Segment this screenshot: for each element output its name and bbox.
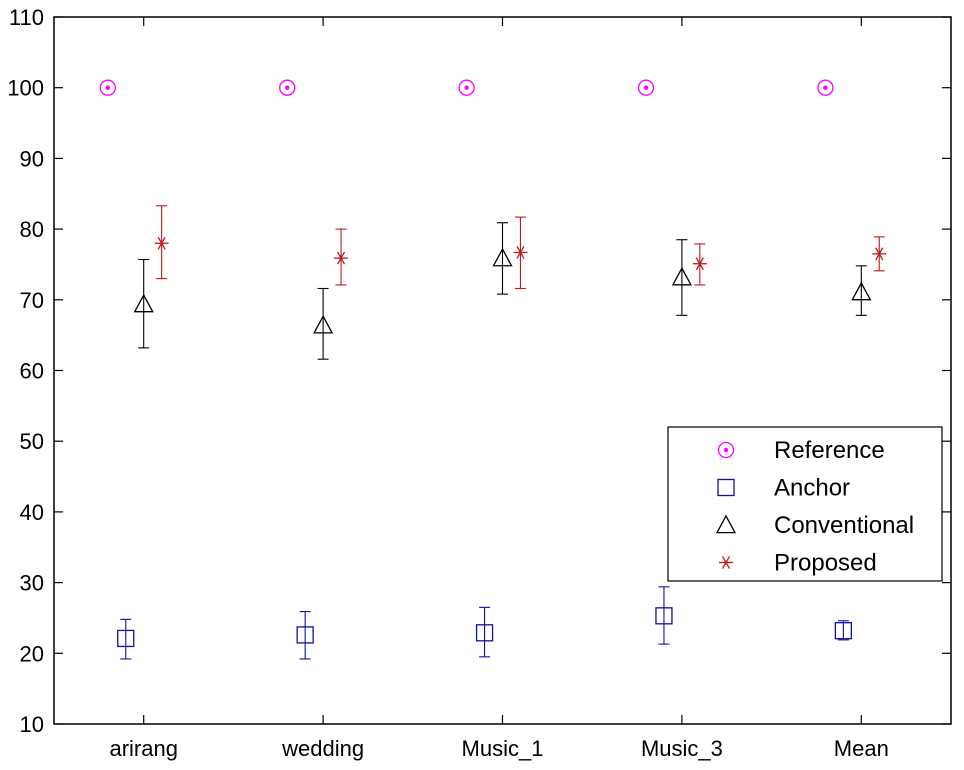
legend-label: Proposed (774, 550, 877, 577)
error-bar (855, 265, 867, 316)
legend-box (667, 426, 943, 582)
y-tick-label: 30 (20, 571, 44, 596)
error-bar (837, 620, 849, 641)
data-point (475, 624, 494, 642)
error-bar (138, 258, 150, 349)
chart-marks (99, 79, 887, 660)
data-point (834, 622, 853, 640)
data-point (458, 79, 475, 96)
data-point (671, 266, 692, 286)
series-anchor (117, 586, 853, 660)
axes: 10 20 30 40 50 60 70 80 90 100 110 arirang wedding Mu… (7, 5, 951, 761)
y-tick-label: 20 (20, 641, 44, 666)
error-bar (299, 611, 311, 660)
error-bar (120, 618, 132, 660)
data-point (154, 236, 169, 250)
series-reference (99, 79, 834, 96)
data-point (313, 314, 334, 334)
legend: Reference Anchor Conventional Proposed (667, 426, 943, 582)
legend-marker (719, 556, 733, 569)
data-point (99, 79, 116, 96)
legend-marker (717, 441, 735, 459)
data-point (817, 79, 834, 96)
error-bar (658, 586, 670, 645)
x-tick-label: wedding (281, 736, 364, 761)
data-point (692, 257, 707, 271)
x-tick-label: Mean (834, 736, 889, 761)
x-tick-label: Music_3 (641, 736, 723, 761)
y-tick-label: 90 (20, 146, 44, 171)
error-bar (497, 222, 508, 295)
y-tick-label: 10 (20, 712, 44, 737)
y-tick-label: 70 (20, 288, 44, 313)
y-tick-label: 50 (20, 429, 44, 454)
data-point (872, 247, 887, 261)
data-point (655, 607, 673, 625)
data-point (851, 281, 872, 301)
x-tick-label: Music_1 (462, 736, 544, 761)
plot-area-frame (53, 16, 952, 725)
error-bar (317, 287, 329, 360)
y-tick-label: 100 (7, 76, 44, 101)
y-tick-label: 80 (20, 217, 44, 242)
data-point (133, 293, 154, 313)
legend-marker (717, 478, 735, 497)
legend-label: Conventional (774, 512, 914, 539)
x-tick-label: arirang (109, 736, 177, 761)
series-proposed (154, 205, 887, 290)
legend-label: Anchor (774, 475, 850, 502)
y-tick-label: 110 (9, 5, 44, 30)
data-point (296, 626, 314, 644)
series-conventional (133, 222, 872, 360)
data-point (279, 79, 296, 96)
data-point (117, 629, 135, 648)
legend-marker (715, 514, 737, 534)
error-bar (479, 606, 491, 658)
data-point (637, 79, 655, 96)
y-tick-label: 60 (20, 359, 44, 384)
legend-label: Reference (774, 437, 885, 464)
data-point (334, 251, 349, 265)
error-bar (676, 239, 688, 316)
y-tick-label: 40 (20, 500, 44, 525)
data-point (492, 247, 513, 267)
data-point (513, 246, 528, 259)
